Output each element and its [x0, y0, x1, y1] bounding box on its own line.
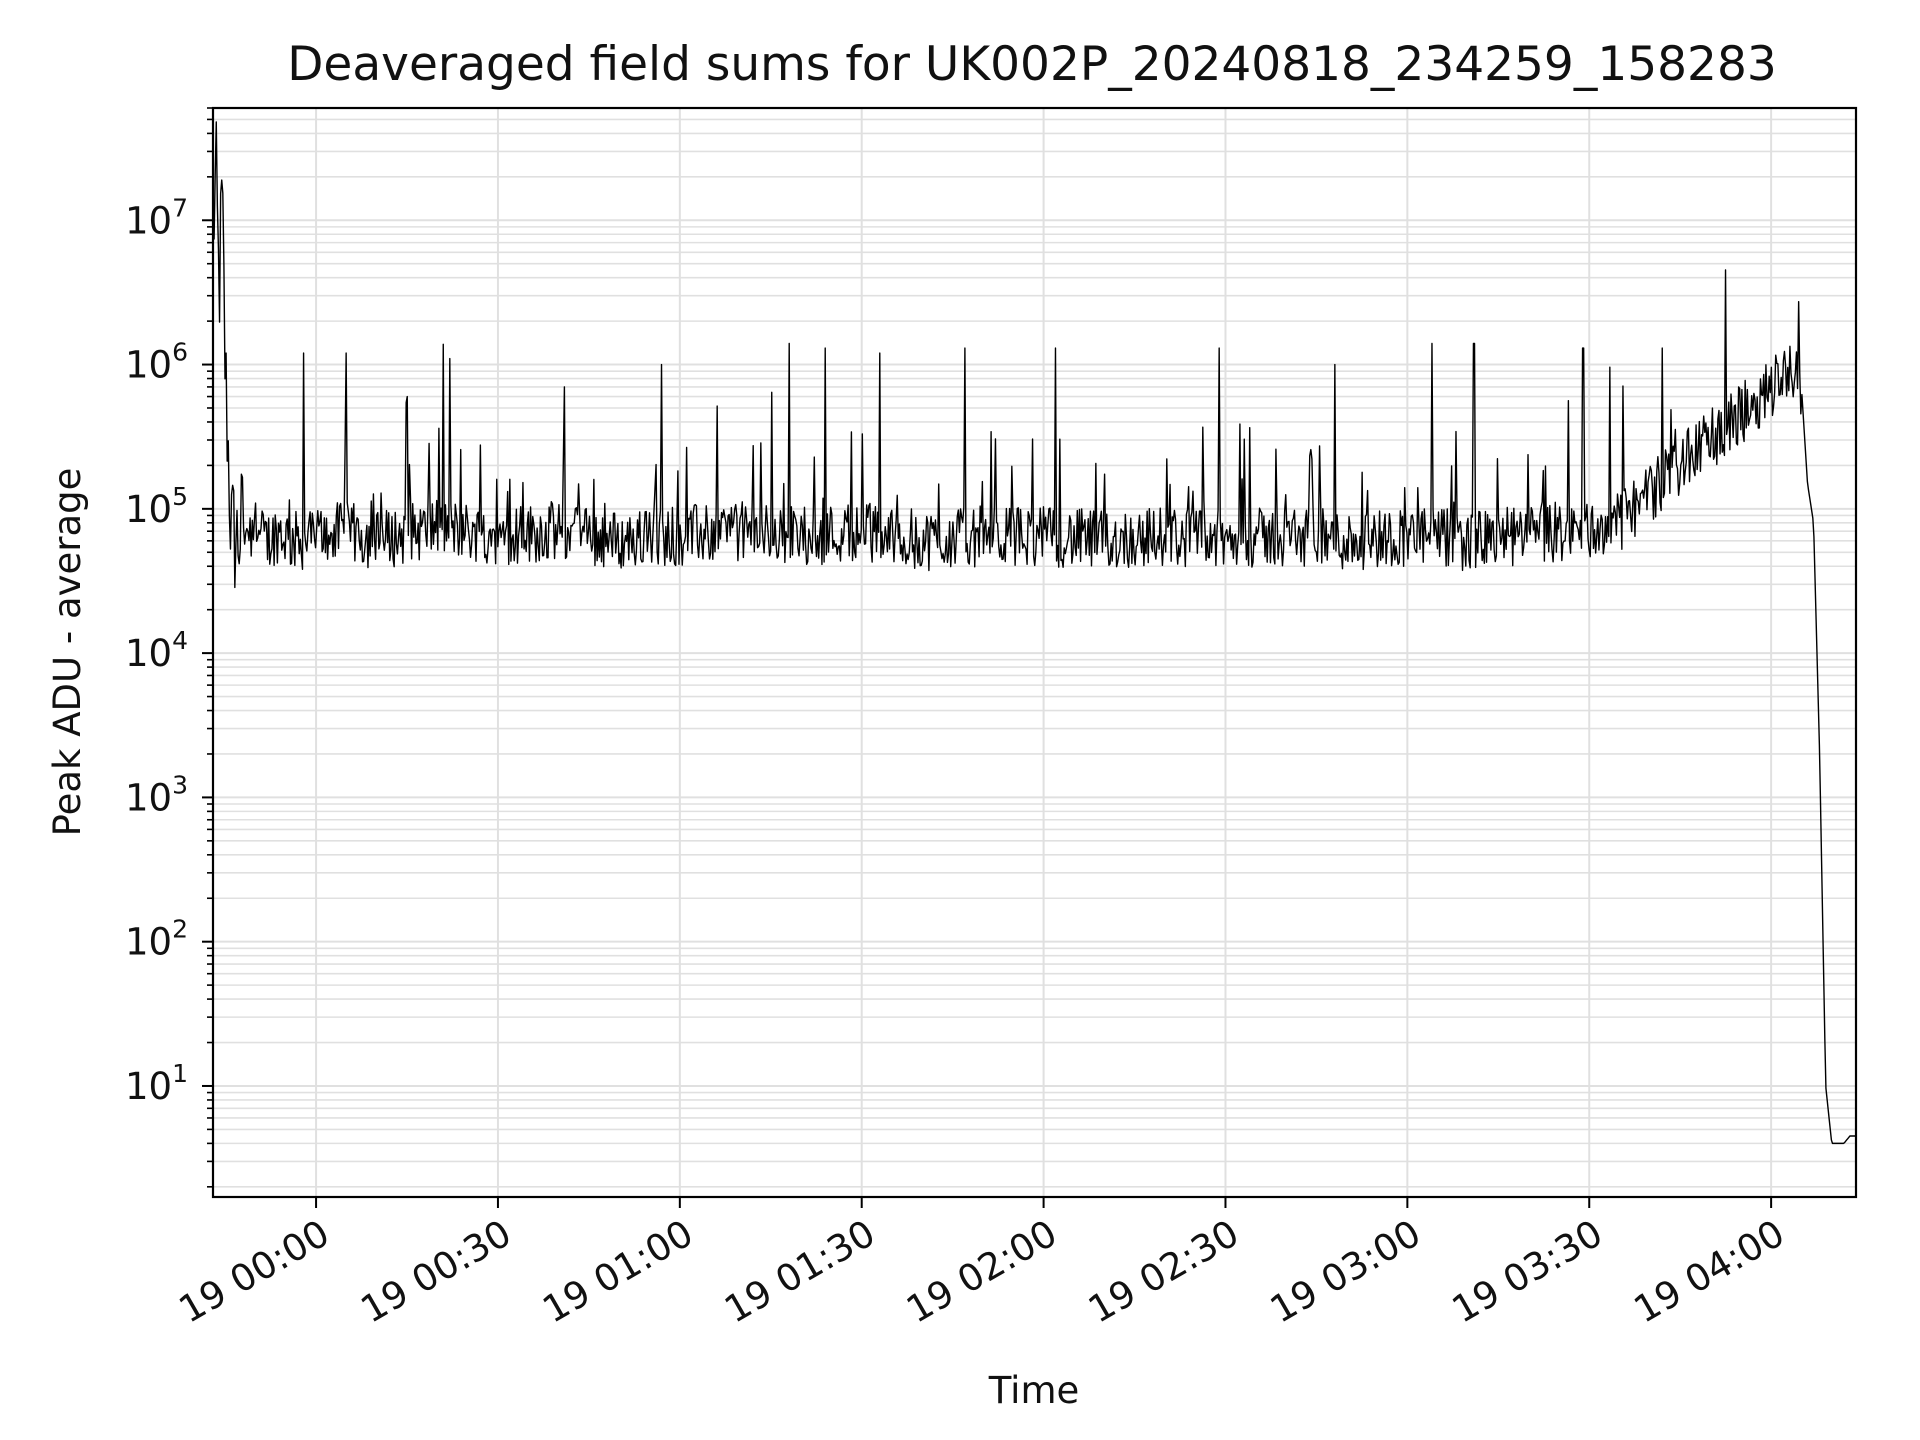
x-axis-label: Time — [988, 1369, 1080, 1412]
y-tick-exponent: 3 — [172, 770, 188, 799]
grid — [213, 107, 1856, 1197]
y-tick-exponent: 5 — [172, 482, 188, 511]
y-tick-exponent: 2 — [172, 915, 188, 944]
y-tick-base: 10 — [125, 776, 172, 819]
y-tick-label: 103 — [125, 770, 188, 819]
y-tick-base: 10 — [125, 344, 172, 387]
y-tick-label: 101 — [125, 1059, 188, 1108]
y-tick-exponent: 1 — [172, 1059, 188, 1088]
y-tick-exponent: 6 — [172, 338, 188, 367]
y-tick-label: 106 — [125, 338, 188, 387]
y-tick-label: 105 — [125, 482, 188, 531]
y-tick-label: 104 — [125, 626, 188, 675]
series-line — [212, 121, 1856, 1145]
chart-title: Deaveraged field sums for UK002P_2024081… — [287, 37, 1777, 92]
y-tick-exponent: 4 — [172, 626, 188, 655]
series-layer — [212, 121, 1856, 1145]
y-tick-base: 10 — [125, 199, 172, 242]
y-tick-label: 102 — [125, 915, 188, 964]
y-tick-exponent: 7 — [172, 193, 188, 222]
y-tick-label: 107 — [125, 193, 188, 242]
y-tick-base: 10 — [125, 1065, 172, 1108]
y-tick-base: 10 — [125, 921, 172, 964]
y-axis-label: Peak ADU - average — [46, 468, 89, 837]
y-tick-base: 10 — [125, 488, 172, 531]
y-tick-base: 10 — [125, 632, 172, 675]
